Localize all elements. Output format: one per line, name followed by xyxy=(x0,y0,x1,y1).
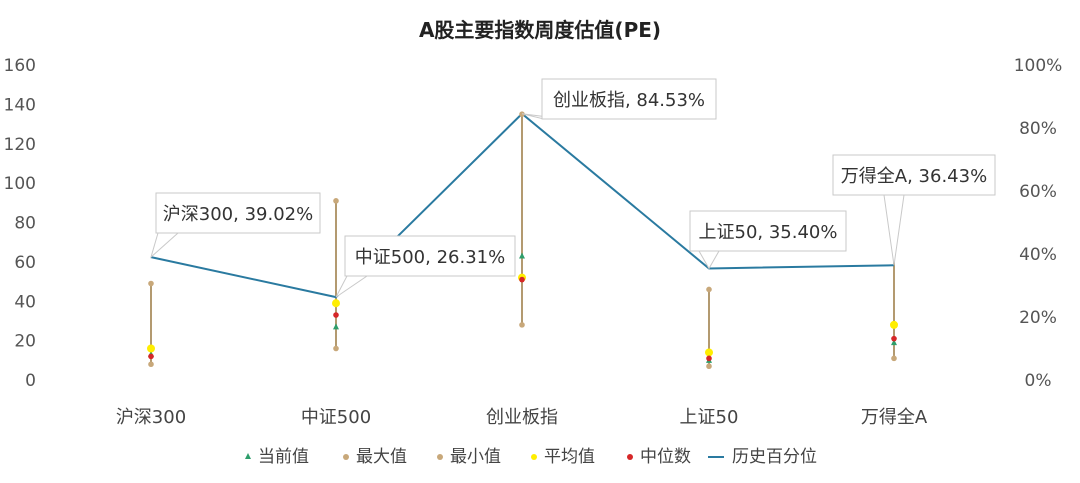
annotation-label: 创业板指, 84.53% xyxy=(553,90,705,111)
median-value-point xyxy=(706,355,712,362)
mean-value-point xyxy=(332,299,340,308)
y-left-tick-label: 0 xyxy=(25,371,36,391)
annotation-box xyxy=(155,192,321,234)
min-value-point xyxy=(519,322,525,328)
y-left-tick-label: 160 xyxy=(4,56,36,76)
y-left-tick-label: 140 xyxy=(4,95,36,115)
legend-dot-swatch xyxy=(531,454,537,460)
legend-dot-swatch xyxy=(343,454,349,460)
current-value-point xyxy=(891,339,897,346)
median-value-point xyxy=(148,353,154,360)
x-category-label: 上证50 xyxy=(680,407,739,428)
x-category-label: 沪深300 xyxy=(116,407,186,428)
annotation-leader xyxy=(883,194,905,266)
y-right-tick-label: 60% xyxy=(1019,182,1057,202)
median-value-point xyxy=(891,335,897,342)
annotation-leader xyxy=(335,275,369,298)
annotation-label: 万得全A, 36.43% xyxy=(841,166,987,187)
legend-label: 中位数 xyxy=(640,447,691,467)
max-value-point xyxy=(706,286,712,293)
annotation-leader xyxy=(698,250,720,270)
mean-value-point xyxy=(890,320,898,329)
annotation-leader xyxy=(150,232,180,259)
annotation-label: 上证50, 35.40% xyxy=(699,222,838,243)
legend-label: 历史百分位 xyxy=(732,447,817,467)
y-right-tick-label: 80% xyxy=(1019,119,1057,139)
y-left-tick-label: 60 xyxy=(14,253,36,273)
median-value-point xyxy=(519,276,525,283)
mean-value-point xyxy=(705,348,713,357)
y-left-tick-label: 20 xyxy=(14,332,36,352)
mean-value-point xyxy=(147,344,155,353)
y-right-tick-label: 0% xyxy=(1025,371,1052,391)
y-right-tick-label: 100% xyxy=(1014,56,1063,76)
min-value-point xyxy=(333,345,339,352)
current-value-point xyxy=(333,323,339,330)
min-value-point xyxy=(148,361,154,368)
annotation-box xyxy=(344,235,516,277)
y-left-tick-label: 80 xyxy=(14,214,36,234)
chart-title: A股主要指数周度估值(PE) xyxy=(419,18,661,42)
min-value-point xyxy=(706,363,712,370)
annotation-label: 中证500, 26.31% xyxy=(355,247,505,268)
y-right-tick-label: 20% xyxy=(1019,308,1057,328)
legend-dot-swatch xyxy=(437,454,443,460)
max-value-point xyxy=(333,198,339,204)
legend-dot-swatch xyxy=(627,454,633,460)
x-category-label: 中证500 xyxy=(301,407,371,428)
annotation-box xyxy=(832,154,996,196)
y-left-tick-label: 100 xyxy=(4,174,36,194)
legend-label: 最大值 xyxy=(356,447,407,467)
y-left-tick-label: 40 xyxy=(14,292,36,312)
y-left-tick-label: 120 xyxy=(4,135,36,155)
annotation-box xyxy=(689,210,847,252)
annotation-label: 沪深300, 39.02% xyxy=(163,204,313,225)
annotation-box xyxy=(541,78,717,120)
current-value-point xyxy=(519,252,525,259)
legend-label: 平均值 xyxy=(544,447,595,467)
y-right-tick-label: 40% xyxy=(1019,245,1057,265)
median-value-point xyxy=(333,312,339,318)
legend-triangle-swatch xyxy=(245,453,251,459)
x-category-label: 创业板指 xyxy=(486,407,558,428)
x-category-label: 万得全A xyxy=(861,407,928,428)
max-value-point xyxy=(148,280,154,287)
legend-label: 最小值 xyxy=(450,447,501,467)
legend-label: 当前值 xyxy=(258,447,309,467)
min-value-point xyxy=(891,355,897,362)
